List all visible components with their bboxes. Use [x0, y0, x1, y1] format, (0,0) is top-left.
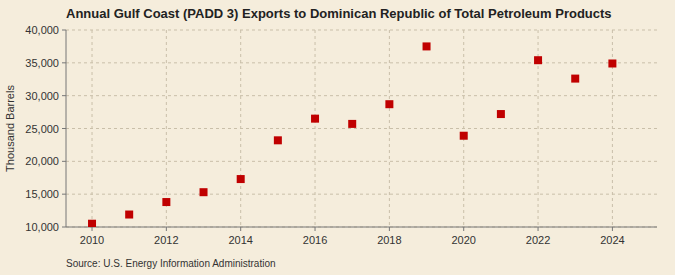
- chart: Annual Gulf Coast (PADD 3) Exports to Do…: [0, 0, 675, 275]
- axes: 10,000 15,000 20,000 25,000 30,000 35,000 40,0…: [25, 24, 657, 246]
- y-axis-label: Thousand Barrels: [4, 85, 16, 172]
- x-tick: [315, 227, 316, 231]
- x-grid-line: [166, 30, 167, 227]
- y-tick: [62, 227, 66, 228]
- x-tick: [463, 227, 464, 231]
- point: [88, 220, 96, 227]
- x-tick: [240, 227, 241, 231]
- x-tick: [166, 227, 167, 231]
- x-tick-label: 2014: [228, 234, 252, 246]
- x-tick-label: 2020: [451, 234, 475, 246]
- point: [460, 132, 468, 140]
- point: [348, 120, 356, 128]
- point: [125, 211, 133, 219]
- y-tick: [62, 161, 66, 162]
- point: [423, 42, 431, 50]
- y-grid-line: [66, 128, 657, 129]
- y-tick-label: 20,000: [25, 155, 59, 167]
- x-grid-line: [240, 30, 241, 227]
- x-tick-label: 2016: [303, 234, 327, 246]
- x-tick-label: 2010: [80, 234, 104, 246]
- y-grid-line: [66, 194, 657, 195]
- point: [571, 75, 579, 83]
- y-grid-line: [66, 161, 657, 162]
- y-tick: [62, 194, 66, 195]
- x-axis-line: [66, 227, 657, 228]
- x-grid-line: [92, 30, 93, 227]
- y-tick-label: 40,000: [25, 24, 59, 36]
- point: [608, 59, 616, 67]
- y-tick-label: 35,000: [25, 57, 59, 69]
- y-tick: [62, 128, 66, 129]
- grid: [66, 30, 657, 227]
- x-tick: [389, 227, 390, 231]
- source: Source: U.S. Energy Information Administ…: [66, 258, 276, 269]
- x-grid-line: [389, 30, 390, 227]
- y-tick-label: 10,000: [25, 221, 59, 233]
- y-tick-label: 30,000: [25, 90, 59, 102]
- y-grid-line: [66, 95, 657, 96]
- point: [497, 110, 505, 118]
- y-axis-line: [66, 30, 67, 227]
- y-tick: [62, 95, 66, 96]
- point: [274, 136, 282, 144]
- y-grid-line: [66, 227, 657, 228]
- title: Annual Gulf Coast (PADD 3) Exports to Do…: [66, 6, 612, 21]
- point: [311, 115, 319, 123]
- x-tick: [92, 227, 93, 231]
- point: [534, 56, 542, 64]
- point: [200, 188, 208, 196]
- point: [162, 198, 170, 206]
- x-tick-label: 2018: [377, 234, 401, 246]
- x-tick-label: 2022: [526, 234, 550, 246]
- y-tick: [62, 30, 66, 31]
- x-tick-label: 2012: [154, 234, 178, 246]
- x-grid-line: [315, 30, 316, 227]
- point: [385, 100, 393, 108]
- x-tick: [612, 227, 613, 231]
- x-tick: [538, 227, 539, 231]
- point: [237, 175, 245, 183]
- y-grid-line: [66, 62, 657, 63]
- points: [88, 42, 616, 227]
- y-tick-label: 15,000: [25, 188, 59, 200]
- y-tick: [62, 62, 66, 63]
- y-tick-label: 25,000: [25, 123, 59, 135]
- x-tick-label: 2024: [600, 234, 624, 246]
- y-grid-line: [66, 30, 657, 31]
- x-grid-line: [463, 30, 464, 227]
